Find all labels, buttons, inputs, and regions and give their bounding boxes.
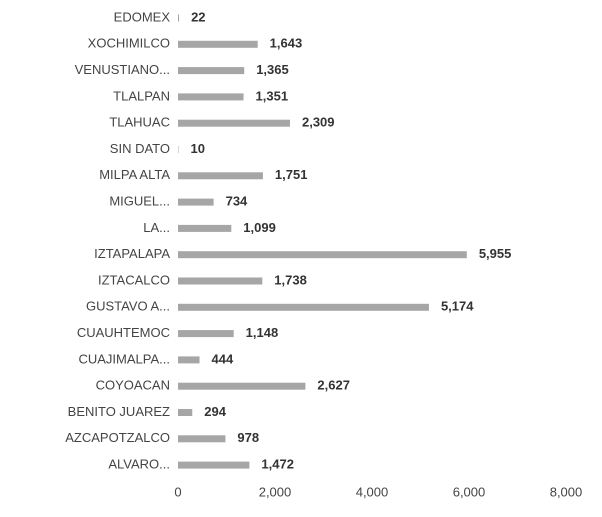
y-tick-label: TLALPAN <box>113 88 170 103</box>
y-tick-label: XOCHIMILCO <box>88 36 170 51</box>
y-tick-label: COYOACAN <box>96 378 170 393</box>
value-label: 1,738 <box>274 272 307 287</box>
bar <box>178 409 193 416</box>
y-tick-label: IZTACALCO <box>98 272 170 287</box>
y-tick-label: VENUSTIANO... <box>75 62 170 77</box>
y-tick-label: MIGUEL... <box>109 194 170 209</box>
bar <box>178 198 214 206</box>
value-label: 1,365 <box>256 62 289 77</box>
bar <box>178 461 250 469</box>
x-tick-label: 4,000 <box>356 484 389 499</box>
y-tick-label: ALVARO... <box>108 457 170 472</box>
y-tick-label: AZCAPOTZALCO <box>65 430 170 445</box>
y-tick-label: SIN DATO <box>110 141 170 156</box>
value-label: 1,643 <box>270 36 303 51</box>
bar <box>178 67 245 75</box>
bar <box>178 382 306 390</box>
bar <box>178 172 263 180</box>
value-label: 1,148 <box>246 325 279 340</box>
bar <box>178 251 467 259</box>
y-tick-label: CUAJIMALPA... <box>78 351 170 366</box>
bar <box>178 224 232 232</box>
bar <box>178 303 429 311</box>
value-label: 978 <box>237 430 259 445</box>
bar <box>178 277 263 285</box>
y-tick-label: BENITO JUAREZ <box>68 404 170 419</box>
value-label: 294 <box>204 404 226 419</box>
y-tick-label: LA... <box>143 220 170 235</box>
bar <box>178 40 258 48</box>
bar <box>178 93 244 101</box>
value-label: 1,751 <box>275 167 308 182</box>
y-tick-label: IZTAPALAPA <box>94 246 170 261</box>
x-tick-label: 8,000 <box>550 484 583 499</box>
y-tick-label: GUSTAVO A... <box>86 299 170 314</box>
y-tick-label: MILPA ALTA <box>99 167 170 182</box>
value-label: 1,351 <box>256 88 289 103</box>
y-tick-label: CUAUHTEMOC <box>77 325 170 340</box>
value-label: 734 <box>226 194 248 209</box>
y-tick-label: TLAHUAC <box>109 115 170 130</box>
value-label: 22 <box>191 9 205 24</box>
bar <box>178 119 290 127</box>
y-tick-label: EDOMEX <box>114 9 171 24</box>
x-tick-label: 2,000 <box>259 484 292 499</box>
bar <box>178 14 180 22</box>
value-label: 444 <box>212 351 234 366</box>
value-label: 1,099 <box>243 220 276 235</box>
bar <box>178 356 200 364</box>
value-label: 1,472 <box>261 457 294 472</box>
bar <box>178 330 234 338</box>
value-label: 2,627 <box>317 378 350 393</box>
value-label: 5,955 <box>479 246 512 261</box>
value-label: 2,309 <box>302 115 335 130</box>
bar <box>178 435 226 443</box>
x-tick-label: 6,000 <box>453 484 486 499</box>
value-label: 10 <box>190 141 204 156</box>
x-tick-label: 0 <box>174 484 181 499</box>
value-label: 5,174 <box>441 299 474 314</box>
